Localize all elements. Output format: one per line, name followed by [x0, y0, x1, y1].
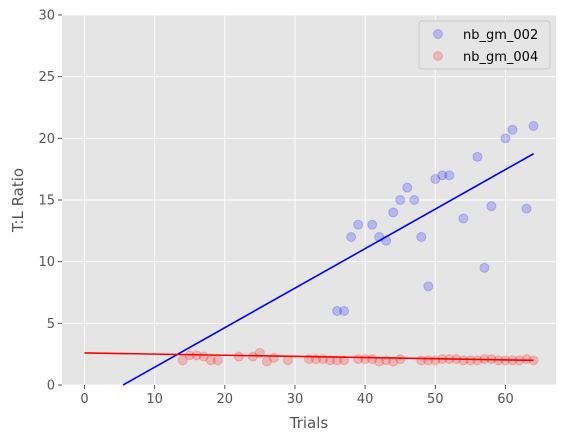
- data-point-nb-gm-004: [437, 354, 448, 365]
- data-point-nb-gm-004: [444, 354, 455, 365]
- data-point-nb-gm-004: [465, 355, 476, 366]
- data-point-nb-gm-004: [247, 351, 258, 362]
- data-point-nb-gm-004: [254, 347, 265, 358]
- data-point-nb-gm-002: [423, 281, 434, 292]
- data-points: [177, 121, 539, 367]
- x-tick-label: 20: [217, 392, 234, 407]
- data-point-nb-gm-002: [500, 133, 511, 144]
- data-point-nb-gm-004: [472, 355, 483, 366]
- data-point-nb-gm-004: [430, 355, 441, 366]
- data-point-nb-gm-004: [360, 354, 371, 365]
- data-point-nb-gm-004: [416, 355, 427, 366]
- legend-marker-nb-gm-004: [433, 51, 443, 61]
- data-point-nb-gm-004: [261, 356, 272, 367]
- data-point-nb-gm-002: [437, 170, 448, 181]
- data-point-nb-gm-004: [458, 355, 469, 366]
- data-point-nb-gm-004: [212, 355, 223, 366]
- data-point-nb-gm-002: [507, 124, 518, 135]
- data-point-nb-gm-002: [395, 195, 406, 205]
- data-point-nb-gm-004: [521, 354, 532, 365]
- data-point-nb-gm-002: [416, 232, 427, 242]
- x-tick-label: 40: [357, 392, 374, 407]
- data-point-nb-gm-002: [521, 203, 532, 214]
- data-point-nb-gm-004: [325, 355, 336, 366]
- legend: nb_gm_002 nb_gm_004: [418, 20, 551, 70]
- data-point-nb-gm-002: [332, 306, 343, 316]
- y-tick-label: 5: [47, 317, 55, 332]
- data-point-nb-gm-004: [486, 354, 497, 365]
- data-point-nb-gm-004: [198, 351, 209, 362]
- x-tick-label: 30: [287, 392, 304, 407]
- data-point-nb-gm-004: [507, 355, 518, 366]
- x-axis-ticks: 0 10 20 30 40 50 60: [80, 385, 514, 407]
- y-tick-label: 15: [38, 194, 55, 209]
- data-point-nb-gm-002: [444, 170, 455, 181]
- data-point-nb-gm-002: [402, 182, 413, 193]
- data-point-nb-gm-004: [423, 355, 434, 366]
- data-point-nb-gm-004: [282, 355, 293, 366]
- data-point-nb-gm-004: [233, 351, 244, 362]
- x-tick-label: 10: [146, 392, 163, 407]
- fit-line-nb-gm-004: [84, 352, 534, 362]
- data-point-nb-gm-004: [493, 355, 504, 366]
- data-point-nb-gm-002: [339, 306, 350, 316]
- data-point-nb-gm-002: [374, 232, 385, 242]
- data-point-nb-gm-002: [430, 174, 441, 185]
- data-point-nb-gm-002: [409, 195, 420, 205]
- x-axis-label: Trials: [289, 414, 329, 432]
- data-point-nb-gm-002: [367, 219, 378, 230]
- data-point-nb-gm-004: [367, 354, 378, 365]
- legend-box: [418, 20, 551, 70]
- data-point-nb-gm-004: [500, 355, 511, 366]
- data-point-nb-gm-004: [381, 355, 392, 366]
- data-point-nb-gm-004: [311, 354, 322, 365]
- data-point-nb-gm-004: [332, 355, 343, 366]
- y-tick-label: 20: [38, 132, 55, 147]
- data-point-nb-gm-004: [451, 354, 462, 365]
- data-point-nb-gm-002: [458, 213, 469, 224]
- y-axis-ticks: 0 5 10 15 20 25 30: [38, 9, 62, 394]
- data-point-nb-gm-002: [528, 121, 539, 131]
- data-point-nb-gm-002: [486, 201, 497, 212]
- data-point-nb-gm-004: [374, 356, 385, 367]
- data-point-nb-gm-004: [514, 355, 525, 366]
- fit-lines: [84, 153, 534, 386]
- data-point-nb-gm-004: [268, 352, 279, 363]
- data-point-nb-gm-004: [395, 354, 406, 365]
- data-point-nb-gm-004: [191, 350, 202, 361]
- data-point-nb-gm-002: [381, 235, 392, 246]
- y-tick-label: 0: [47, 379, 55, 394]
- x-tick-label: 60: [497, 392, 514, 407]
- data-point-nb-gm-002: [388, 207, 399, 218]
- x-tick-label: 0: [80, 392, 88, 407]
- x-tick-label: 50: [427, 392, 444, 407]
- y-tick-label: 10: [38, 255, 55, 270]
- data-point-nb-gm-002: [479, 262, 490, 273]
- data-point-nb-gm-004: [479, 354, 490, 365]
- y-tick-label: 25: [38, 70, 55, 85]
- data-point-nb-gm-004: [388, 356, 399, 367]
- legend-label-nb-gm-004: nb_gm_004: [463, 50, 538, 65]
- data-point-nb-gm-004: [528, 355, 539, 366]
- data-point-nb-gm-004: [304, 354, 314, 365]
- data-point-nb-gm-004: [205, 355, 216, 366]
- data-point-nb-gm-004: [177, 355, 188, 366]
- fit-line-nb-gm-002: [122, 153, 534, 386]
- y-axis-label: T:L Ratio: [9, 168, 27, 233]
- data-point-nb-gm-002: [472, 151, 483, 162]
- data-point-nb-gm-002: [346, 232, 357, 242]
- legend-label-nb-gm-002: nb_gm_002: [463, 28, 538, 43]
- grid-lines: [62, 14, 556, 386]
- y-tick-label: 30: [38, 9, 55, 24]
- data-point-nb-gm-004: [184, 350, 195, 361]
- data-point-nb-gm-004: [339, 355, 350, 366]
- data-point-nb-gm-004: [353, 354, 364, 365]
- legend-marker-nb-gm-002: [433, 29, 443, 39]
- data-point-nb-gm-002: [353, 219, 364, 230]
- data-point-nb-gm-004: [318, 354, 329, 365]
